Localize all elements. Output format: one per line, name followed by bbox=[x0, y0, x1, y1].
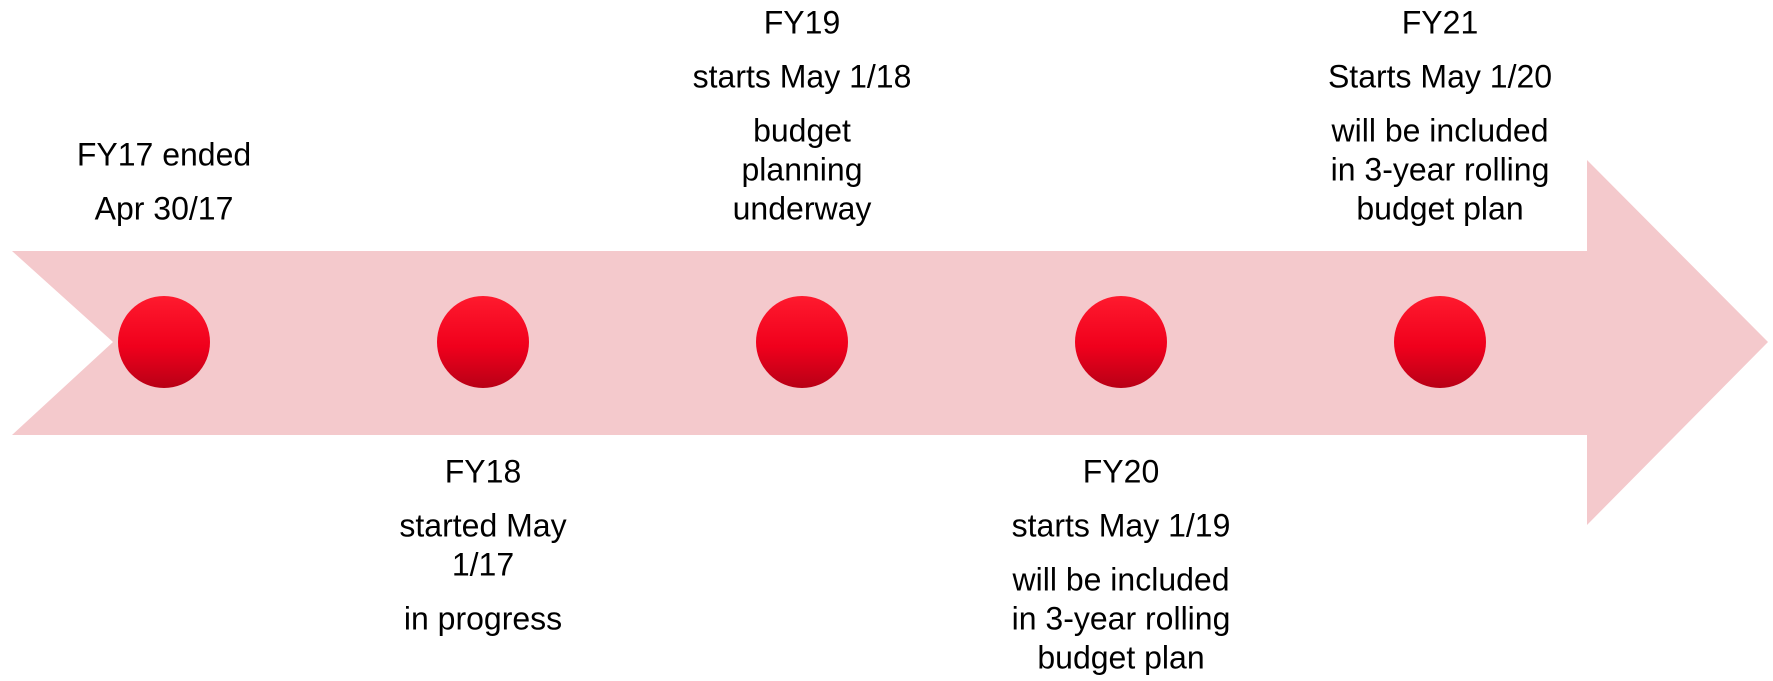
milestone-text: FY17 ended bbox=[77, 136, 251, 172]
milestone-text: FY19 bbox=[764, 4, 840, 40]
milestone-text: in progress bbox=[404, 600, 562, 636]
milestone-text: budget bbox=[753, 112, 851, 148]
milestone-text: will be included bbox=[1330, 112, 1548, 148]
milestone-text: budget plan bbox=[1356, 190, 1523, 226]
milestone-text: will be included bbox=[1011, 561, 1229, 597]
milestone-text: FY21 bbox=[1402, 4, 1478, 40]
milestone-dots bbox=[118, 296, 1486, 388]
timeline-arrow bbox=[12, 160, 1768, 525]
milestone-dot bbox=[756, 296, 848, 388]
milestone-text: in 3-year rolling bbox=[1012, 600, 1231, 636]
milestone-text: planning bbox=[742, 151, 863, 187]
milestone-text: started May bbox=[399, 507, 566, 543]
milestone-text: starts May 1/19 bbox=[1012, 507, 1231, 543]
milestone-text: starts May 1/18 bbox=[693, 58, 912, 94]
milestone-text: Starts May 1/20 bbox=[1328, 58, 1552, 94]
milestone-text: FY18 bbox=[445, 453, 521, 489]
milestone-text: underway bbox=[733, 190, 872, 226]
milestone-text: FY20 bbox=[1083, 453, 1159, 489]
milestone-text: in 3-year rolling bbox=[1331, 151, 1550, 187]
milestone-dot bbox=[1075, 296, 1167, 388]
milestone-text: budget plan bbox=[1037, 639, 1204, 675]
milestone-text: Apr 30/17 bbox=[95, 190, 234, 226]
milestone-text: 1/17 bbox=[452, 546, 514, 582]
milestone-dot bbox=[118, 296, 210, 388]
milestone-dot bbox=[437, 296, 529, 388]
milestone-dot bbox=[1394, 296, 1486, 388]
